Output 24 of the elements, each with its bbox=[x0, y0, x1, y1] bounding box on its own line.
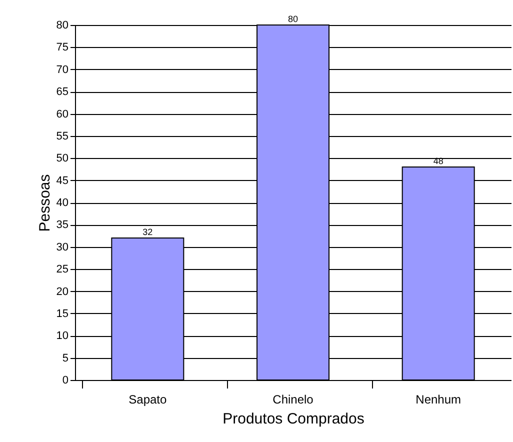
x-tick-label: Chinelo bbox=[272, 392, 314, 406]
x-tick-label: Nenhum bbox=[416, 392, 462, 406]
y-tick-label: 50 bbox=[56, 152, 68, 165]
y-tick-label: 70 bbox=[56, 64, 68, 76]
y-tick-label: 75 bbox=[56, 42, 68, 54]
y-tick-label: 45 bbox=[56, 174, 68, 187]
x-tick-label: Sapato bbox=[128, 392, 168, 406]
y-tick-label: 55 bbox=[56, 130, 68, 142]
y-tick-label: 5 bbox=[62, 352, 68, 364]
y-tick-label: 65 bbox=[56, 86, 68, 98]
y-tick-label: 35 bbox=[56, 219, 68, 232]
y-tick-label: 60 bbox=[56, 108, 68, 120]
y-tick-label: 40 bbox=[56, 197, 68, 209]
y-tick-label: 0 bbox=[62, 374, 68, 386]
y-tick-label: 25 bbox=[56, 264, 68, 276]
y-axis-title: Pessoas bbox=[36, 174, 54, 232]
y-tick-label: 20 bbox=[56, 286, 68, 298]
y-tick-label: 30 bbox=[56, 241, 68, 254]
x-axis-title: Produtos Comprados bbox=[222, 410, 364, 428]
data-label: 32 bbox=[142, 227, 153, 237]
data-label: 80 bbox=[288, 14, 298, 24]
y-tick-label: 15 bbox=[56, 308, 68, 320]
y-tick-label: 80 bbox=[56, 20, 68, 32]
y-tick-label: 10 bbox=[56, 330, 68, 342]
